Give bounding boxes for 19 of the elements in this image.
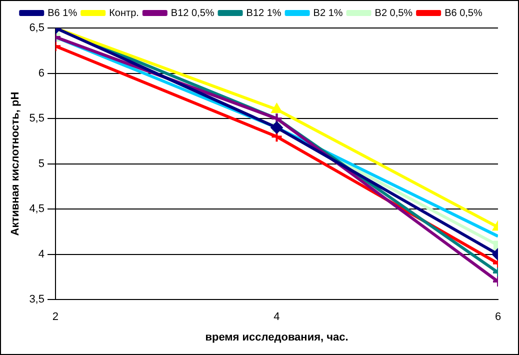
- legend-label: Контр.: [109, 8, 139, 19]
- x-tick-label: 2: [52, 311, 59, 324]
- y-tick-label: 6: [38, 67, 44, 80]
- y-tick-label: 5,5: [29, 112, 44, 125]
- legend-label: B2 1%: [313, 8, 343, 19]
- y-axis-title: Активная кислотность, рН: [10, 92, 22, 236]
- y-tick-label: 6,5: [29, 22, 44, 34]
- legend-label: B6 0,5%: [444, 8, 482, 19]
- y-tick-label: 4: [38, 248, 44, 260]
- y-tick-label: 5: [38, 158, 44, 170]
- legend-label: B12 0,5%: [170, 8, 214, 19]
- y-tick-label: 3,5: [29, 294, 44, 306]
- y-tick-label: 4,5: [29, 203, 44, 216]
- legend-label: B12 1%: [246, 8, 282, 19]
- legend-label: B6 1%: [48, 8, 78, 19]
- x-tick-label: 6: [494, 311, 502, 324]
- x-axis-title: время исследования, час.: [205, 331, 348, 344]
- legend-label: B2 0,5%: [374, 8, 413, 19]
- x-tick-label: 4: [274, 311, 280, 324]
